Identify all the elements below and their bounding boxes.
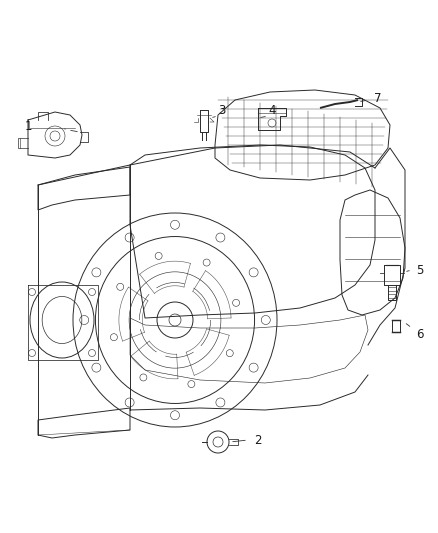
Text: 3: 3	[218, 103, 226, 117]
Text: 4: 4	[268, 103, 276, 117]
Text: 1: 1	[24, 120, 32, 133]
Text: 2: 2	[254, 433, 262, 447]
Text: 5: 5	[416, 263, 424, 277]
Text: 7: 7	[374, 92, 382, 104]
Text: 6: 6	[416, 328, 424, 342]
